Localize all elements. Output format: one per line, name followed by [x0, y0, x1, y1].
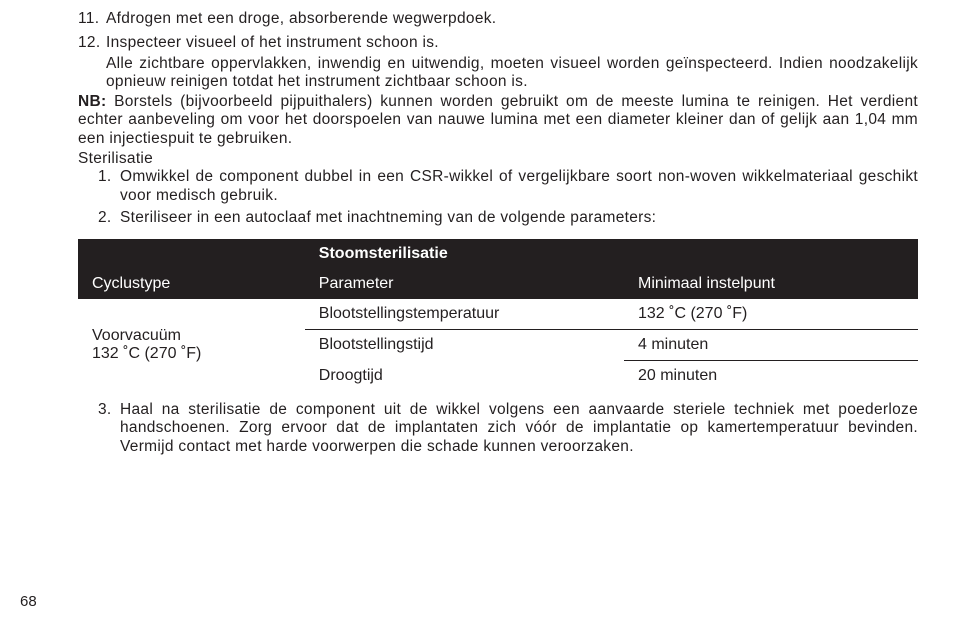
ster-step-1-text: Omwikkel de component dubbel in een CSR-…: [120, 168, 918, 205]
nb-text: Borstels (bijvoorbeeld pijpuithalers) ku…: [78, 93, 918, 147]
table-title-row: Stoomsterilisatie: [78, 239, 918, 269]
cyclustype-line2: 132 ˚C (270 ˚F): [92, 345, 201, 362]
cleaning-steps: 11. Afdrogen met een droge, absorberende…: [78, 10, 918, 148]
table-header-parameter: Parameter: [305, 269, 624, 299]
step-12-number: 12.: [78, 34, 106, 52]
param-time: Blootstellingstijd: [305, 330, 624, 361]
table-header-row: Cyclustype Parameter Minimaal instelpunt: [78, 269, 918, 299]
ster-step-2: 2. Steriliseer in een autoclaaf met inac…: [98, 209, 918, 227]
table-header-cyclustype: Cyclustype: [78, 269, 305, 299]
cyclustype-line1: Voorvacuüm: [92, 327, 181, 344]
step-11-text: Afdrogen met een droge, absorberende weg…: [106, 10, 918, 28]
step-12-text: Inspecteer visueel of het instrument sch…: [106, 34, 918, 52]
step-11-number: 11.: [78, 10, 106, 28]
page-number: 68: [20, 593, 37, 610]
step-11: 11. Afdrogen met een droge, absorberende…: [78, 10, 918, 28]
ster-step-3: 3. Haal na sterilisatie de component uit…: [98, 401, 918, 456]
sterilisation-table: Stoomsterilisatie Cyclustype Parameter M…: [78, 239, 918, 391]
table-header-minimaal: Minimaal instelpunt: [624, 269, 918, 299]
table-title: Stoomsterilisatie: [305, 239, 918, 269]
nb-label: NB:: [78, 93, 106, 110]
table-row: Voorvacuüm 132 ˚C (270 ˚F) Blootstelling…: [78, 299, 918, 330]
ster-step-2-number: 2.: [98, 209, 120, 227]
nb-note: NB: Borstels (bijvoorbeeld pijpuithalers…: [78, 93, 918, 148]
table-cyclustype-cell: Voorvacuüm 132 ˚C (270 ˚F): [78, 299, 305, 391]
val-temp: 132 ˚C (270 ˚F): [624, 299, 918, 330]
param-temp: Blootstellingstemperatuur: [305, 299, 624, 330]
step-12-detail: Alle zichtbare oppervlakken, inwendig en…: [106, 55, 918, 92]
param-dry: Droogtijd: [305, 361, 624, 392]
ster-step-3-text: Haal na sterilisatie de component uit de…: [120, 401, 918, 456]
table-title-blank: [78, 239, 305, 269]
ster-step-3-number: 3.: [98, 401, 120, 456]
sterilisation-heading: Sterilisatie: [78, 150, 918, 168]
ster-step-2-text: Steriliseer in een autoclaaf met inachtn…: [120, 209, 918, 227]
val-time: 4 minuten: [624, 330, 918, 361]
ster-step-1: 1. Omwikkel de component dubbel in een C…: [98, 168, 918, 205]
step-12: 12. Inspecteer visueel of het instrument…: [78, 34, 918, 52]
val-dry: 20 minuten: [624, 361, 918, 392]
ster-step-1-number: 1.: [98, 168, 120, 205]
